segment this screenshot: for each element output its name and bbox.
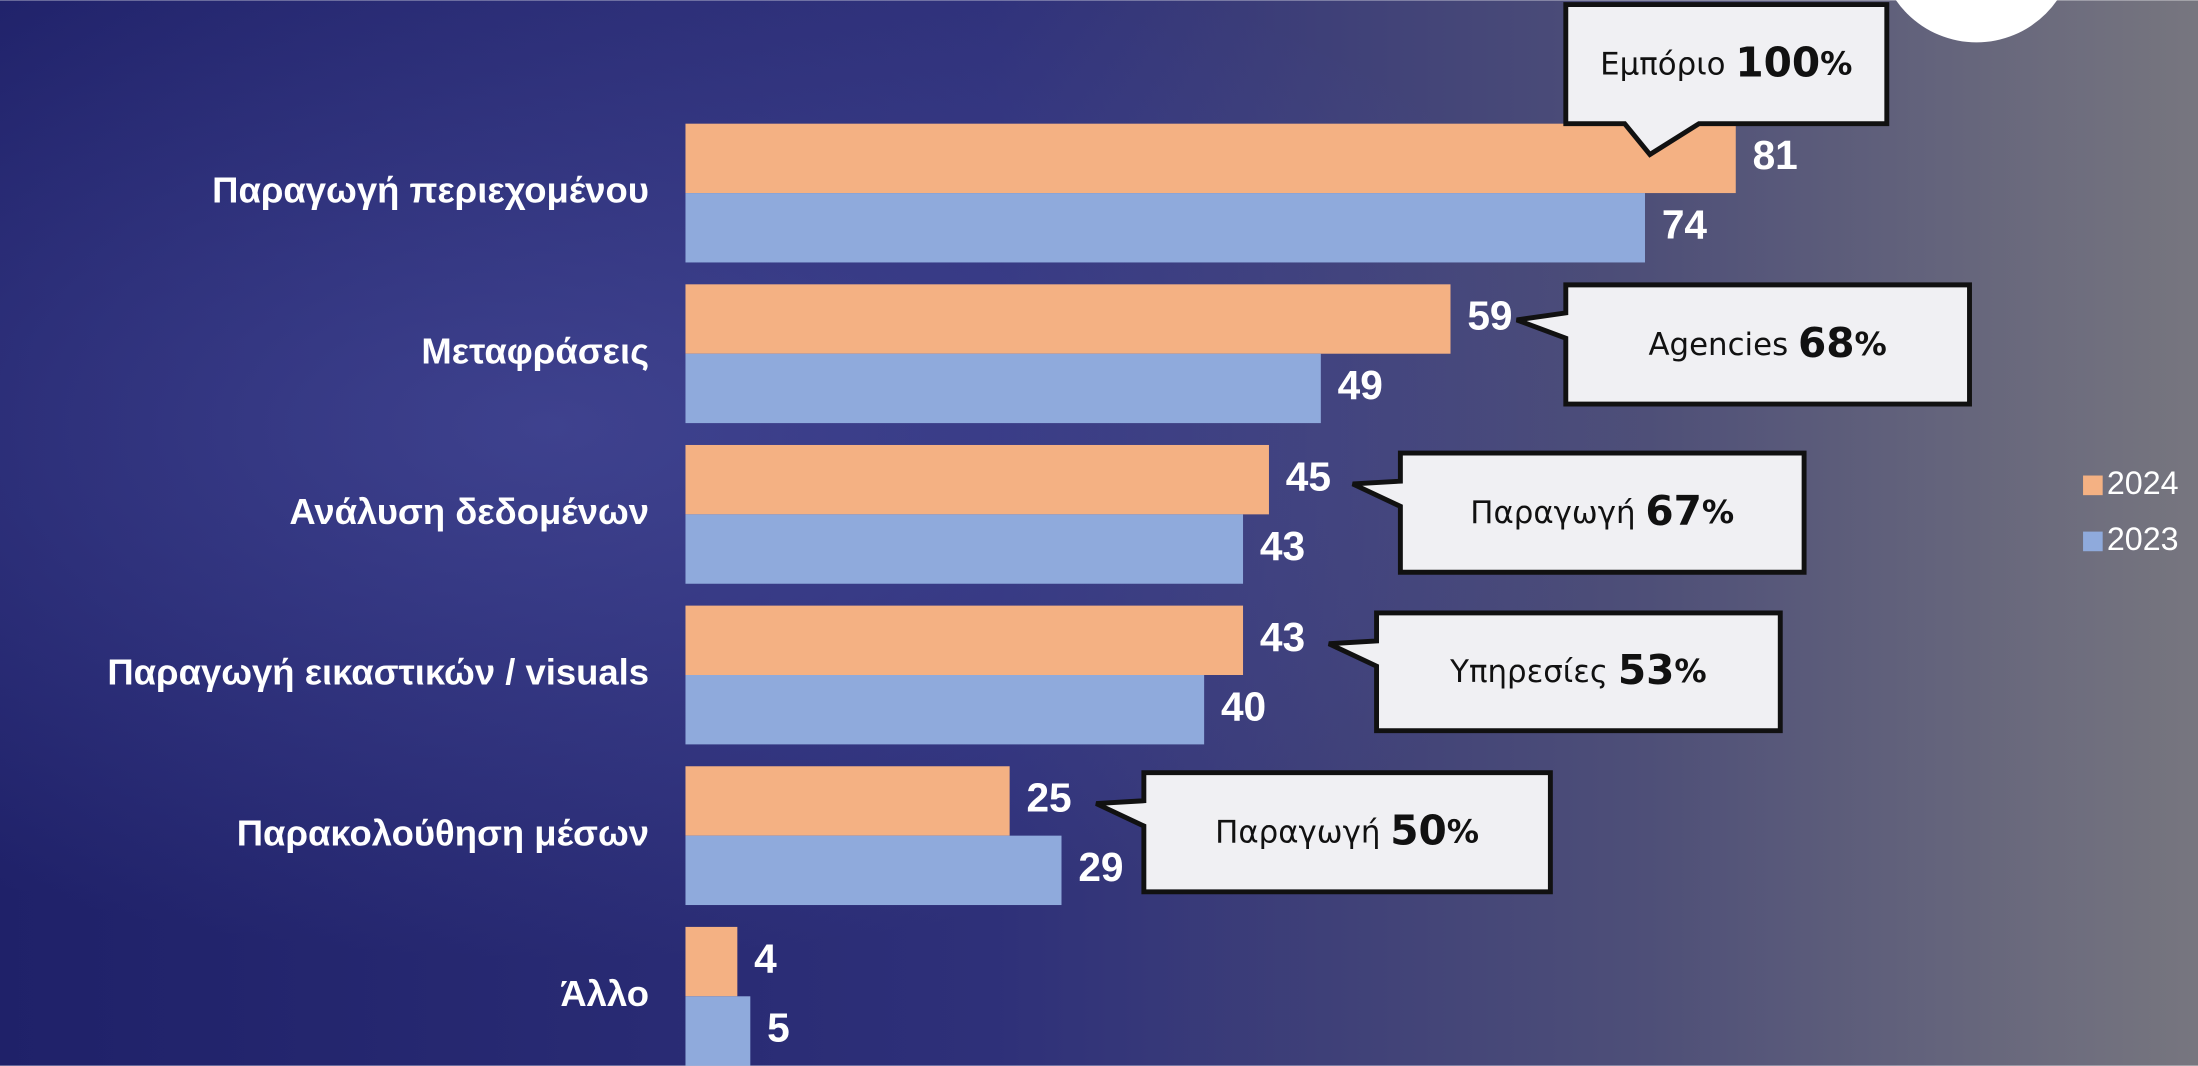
category-label: Παραγωγή εικαστικών / visuals — [107, 652, 649, 693]
callout-label: Παραγωγή — [1215, 814, 1380, 850]
value-label: 43 — [1260, 523, 1305, 569]
value-label: 74 — [1662, 201, 1708, 247]
bar — [685, 836, 1061, 905]
callout-value: 100 — [1735, 39, 1820, 87]
callout-unit: % — [1447, 813, 1479, 851]
category-label: Άλλο — [560, 973, 649, 1014]
value-label: 4 — [754, 935, 777, 981]
value-label: 81 — [1753, 132, 1798, 178]
value-label: 25 — [1026, 775, 1071, 821]
callout-unit: % — [1820, 45, 1852, 83]
bar — [685, 284, 1450, 353]
chart: Παραγωγή περιεχομένου 81 74 Μεταφράσεις 59 49… — [0, 0, 2198, 1066]
callout-unit: % — [1855, 325, 1887, 363]
bar — [685, 354, 1320, 423]
bar — [685, 445, 1268, 514]
legend-swatch — [2083, 476, 2103, 496]
bar — [685, 124, 1735, 193]
category-label: Παραγωγή περιεχομένου — [212, 170, 649, 211]
callout-value: 50 — [1390, 807, 1447, 855]
callout-label: Παραγωγή — [1470, 495, 1635, 531]
callout-value: 53 — [1618, 646, 1675, 694]
callout-label: Υπηρεσίες — [1449, 654, 1608, 690]
callout-value: 68 — [1798, 319, 1855, 367]
bar — [685, 606, 1243, 675]
value-label: 29 — [1078, 844, 1123, 890]
callout-unit: % — [1674, 652, 1706, 690]
value-label: 45 — [1286, 453, 1331, 499]
callout-label: Agencies — [1648, 326, 1788, 362]
category-label: Ανάλυση δεδομένων — [289, 491, 649, 532]
value-label: 49 — [1338, 362, 1383, 408]
callout-label: Εμπόριο — [1600, 46, 1725, 82]
callout-text: Agencies 68% — [1648, 319, 1886, 367]
callout-unit: % — [1702, 493, 1734, 531]
bar — [685, 675, 1204, 744]
callout-text: Υπηρεσίες 53% — [1449, 646, 1707, 694]
bar — [685, 927, 737, 996]
value-label: 59 — [1467, 293, 1512, 339]
value-label: 40 — [1221, 683, 1266, 729]
callout-text: Παραγωγή 50% — [1215, 807, 1479, 855]
category-label: Μεταφράσεις — [421, 330, 649, 371]
value-label: 5 — [767, 1005, 790, 1051]
bar — [685, 193, 1645, 262]
callout-value: 67 — [1645, 487, 1702, 535]
bar — [685, 996, 750, 1065]
bar — [685, 514, 1243, 583]
legend-label: 2023 — [2107, 521, 2179, 557]
legend-label: 2024 — [2107, 465, 2179, 501]
callout-text: Παραγωγή 67% — [1470, 487, 1734, 535]
category-label: Παρακολούθηση μέσων — [237, 812, 649, 853]
bar — [685, 766, 1009, 835]
value-label: 43 — [1260, 614, 1305, 660]
legend-swatch — [2083, 532, 2103, 552]
